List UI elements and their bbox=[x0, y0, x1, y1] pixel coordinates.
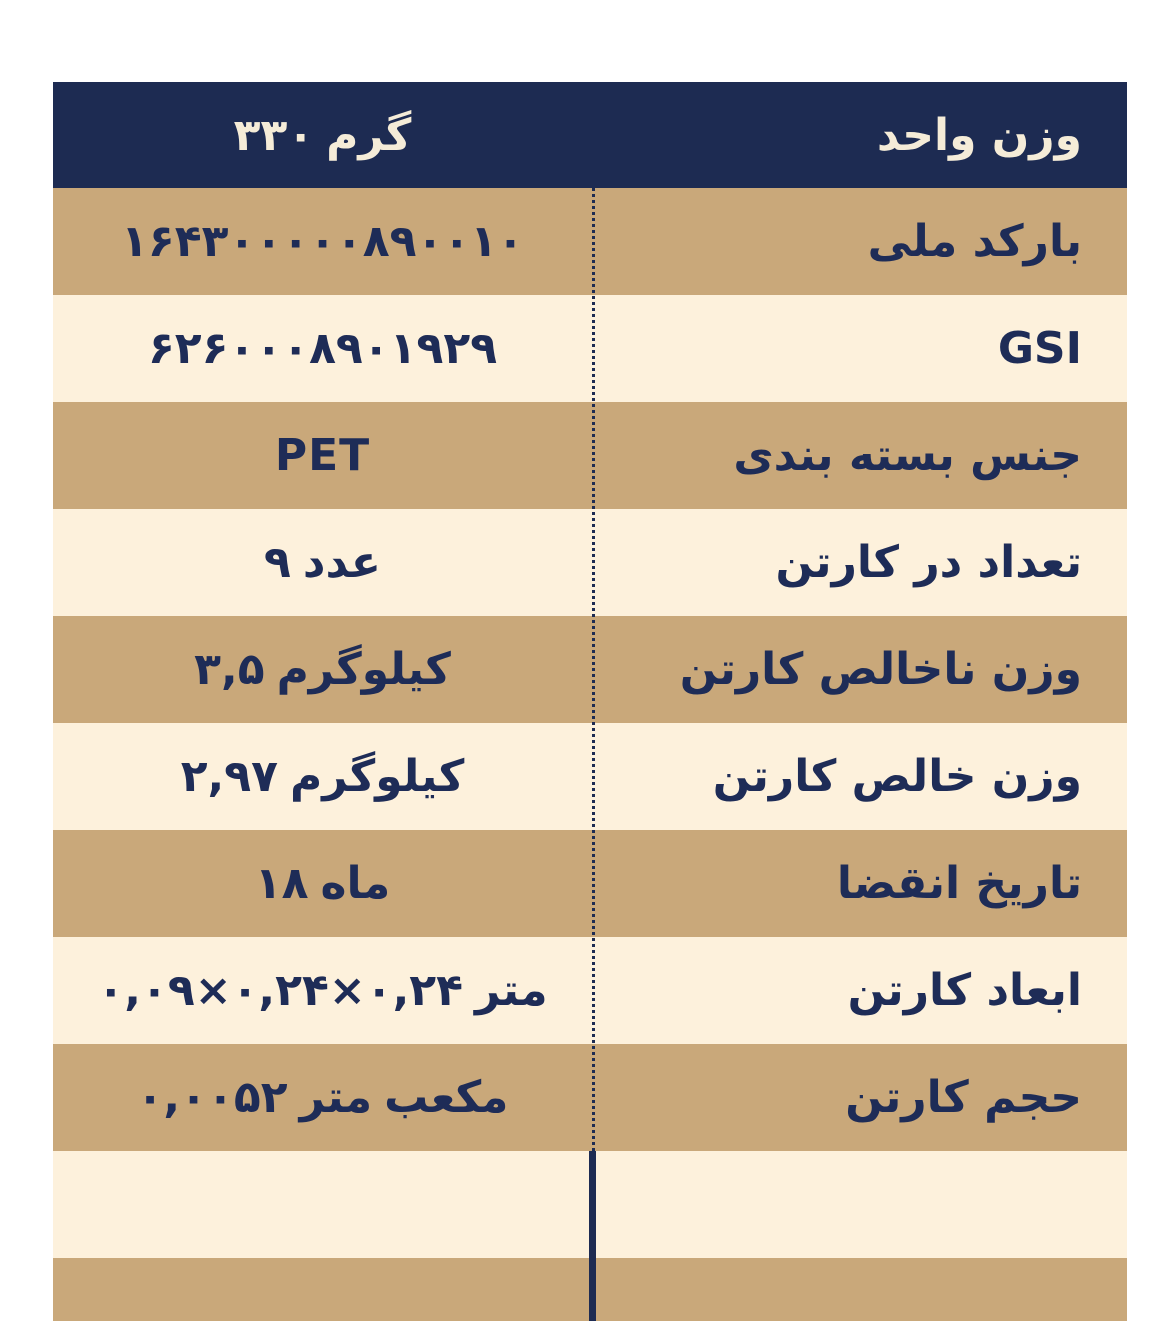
row-value: ۰,۰۹×۰,۲۴×۰,۲۴ متر bbox=[53, 937, 592, 1044]
row-value bbox=[53, 1151, 592, 1258]
table-row: ۱۸ ماه تاریخ انقضا bbox=[53, 830, 1127, 937]
value-segment: گرم bbox=[326, 109, 412, 161]
row-value: ۱۸ ماه bbox=[53, 830, 592, 937]
table-row: PET جنس بسته بندی bbox=[53, 402, 1127, 509]
value-segment: ۶۲۶۰۰۰۸۹۰۱۹۲۹ bbox=[147, 323, 498, 374]
row-label: GSI bbox=[997, 323, 1082, 374]
row-value: ۹ عدد bbox=[53, 509, 592, 616]
row-value: PET bbox=[53, 402, 592, 509]
row-value: ۶۲۶۰۰۰۸۹۰۱۹۲۹ bbox=[53, 295, 592, 402]
value-segment: ۲,۹۷ bbox=[180, 751, 278, 802]
value-segment: متر bbox=[299, 1072, 373, 1123]
value-segment: ۳۳۰ bbox=[233, 109, 315, 161]
value-segment: ۰,۰۰۵۲ bbox=[136, 1072, 288, 1123]
value-segment: ۱۸ bbox=[254, 858, 309, 909]
value-segment: متر bbox=[475, 965, 548, 1016]
row-label: حجم کارتن bbox=[845, 1072, 1082, 1123]
table-row bbox=[53, 1258, 1127, 1321]
row-value: ۱۶۴۳۰۰۰۰۰۸۹۰۰۱۰ bbox=[53, 188, 592, 295]
header-unit-weight-label: وزن واحد bbox=[876, 109, 1082, 161]
value-segment: مکعب bbox=[384, 1072, 509, 1123]
table-header-row: ۳۳۰ گرم وزن واحد bbox=[53, 82, 1127, 188]
value-segment: ۱۶۴۳۰۰۰۰۰۸۹۰۰۱۰ bbox=[121, 216, 524, 267]
value-segment: کیلوگرم bbox=[276, 644, 451, 695]
row-label: بارکد ملی bbox=[867, 216, 1082, 267]
row-value bbox=[53, 1258, 592, 1321]
table-row: ۰,۰۹×۰,۲۴×۰,۲۴ متر ابعاد کارتن bbox=[53, 937, 1127, 1044]
value-segment: PET bbox=[274, 430, 371, 481]
header-unit-weight-value: ۳۳۰ گرم bbox=[53, 82, 592, 188]
value-segment: ۳,۵ bbox=[194, 644, 265, 695]
row-label: جنس بسته بندی bbox=[733, 430, 1082, 481]
value-segment: کیلوگرم bbox=[289, 751, 465, 802]
table-row bbox=[53, 1151, 1127, 1258]
value-segment: ۹ bbox=[264, 537, 291, 588]
value-segment: عدد bbox=[302, 537, 381, 588]
row-label: وزن ناخالص کارتن bbox=[679, 644, 1082, 695]
product-spec-table: ۳۳۰ گرم وزن واحد ۱۶۴۳۰۰۰۰۰۸۹۰۰۱۰ بارکد مل… bbox=[53, 82, 1127, 1321]
table-row: ۹ عدد تعداد در کارتن bbox=[53, 509, 1127, 616]
row-value: ۳,۵ کیلوگرم bbox=[53, 616, 592, 723]
table-body: ۱۶۴۳۰۰۰۰۰۸۹۰۰۱۰ بارکد ملی ۶۲۶۰۰۰۸۹۰۱۹۲۹ … bbox=[53, 188, 1127, 1321]
row-label: تاریخ انقضا bbox=[836, 858, 1082, 909]
table-row: ۳,۵ کیلوگرم وزن ناخالص کارتن bbox=[53, 616, 1127, 723]
row-label bbox=[592, 1258, 1127, 1321]
row-label: تعداد در کارتن bbox=[775, 537, 1082, 588]
value-segment: ماه bbox=[320, 858, 391, 909]
table-row: ۶۲۶۰۰۰۸۹۰۱۹۲۹ GSI bbox=[53, 295, 1127, 402]
row-label: ابعاد کارتن bbox=[847, 965, 1082, 1016]
row-label: وزن خالص کارتن bbox=[712, 751, 1082, 802]
table-row: ۱۶۴۳۰۰۰۰۰۸۹۰۰۱۰ بارکد ملی bbox=[53, 188, 1127, 295]
table-row: ۰,۰۰۵۲ متر مکعب حجم کارتن bbox=[53, 1044, 1127, 1151]
table-row: ۲,۹۷ کیلوگرم وزن خالص کارتن bbox=[53, 723, 1127, 830]
value-segment: ۰,۰۹×۰,۲۴×۰,۲۴ bbox=[97, 965, 463, 1016]
row-value: ۰,۰۰۵۲ متر مکعب bbox=[53, 1044, 592, 1151]
row-value: ۲,۹۷ کیلوگرم bbox=[53, 723, 592, 830]
row-label bbox=[592, 1151, 1127, 1258]
